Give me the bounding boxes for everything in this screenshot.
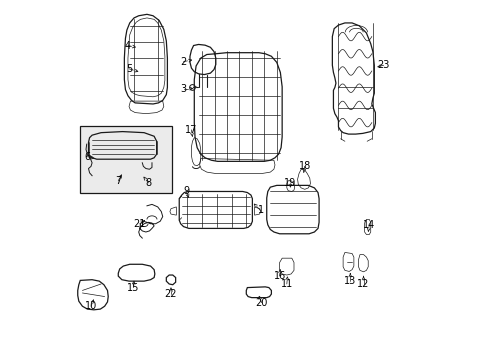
Text: 5: 5 [125, 64, 132, 74]
Text: 11: 11 [280, 279, 292, 289]
Text: 9: 9 [183, 186, 189, 197]
FancyBboxPatch shape [80, 126, 171, 193]
Text: 22: 22 [164, 289, 177, 299]
Text: 19: 19 [284, 178, 296, 188]
Text: 7: 7 [115, 176, 121, 186]
Text: 17: 17 [185, 125, 197, 135]
Text: 23: 23 [377, 60, 389, 70]
Text: 10: 10 [85, 301, 97, 311]
Text: 6: 6 [84, 152, 90, 162]
Text: 18: 18 [298, 161, 310, 171]
Text: 2: 2 [180, 57, 186, 67]
Text: 15: 15 [127, 283, 139, 293]
Text: 1: 1 [257, 206, 263, 216]
Text: 8: 8 [145, 178, 151, 188]
Text: 13: 13 [344, 276, 356, 286]
Text: 14: 14 [363, 220, 375, 230]
Text: 16: 16 [273, 271, 285, 281]
Text: 3: 3 [180, 84, 186, 94]
Text: 12: 12 [357, 279, 369, 289]
Text: 4: 4 [124, 41, 131, 50]
Text: 20: 20 [255, 298, 267, 308]
Text: 21: 21 [133, 219, 146, 229]
